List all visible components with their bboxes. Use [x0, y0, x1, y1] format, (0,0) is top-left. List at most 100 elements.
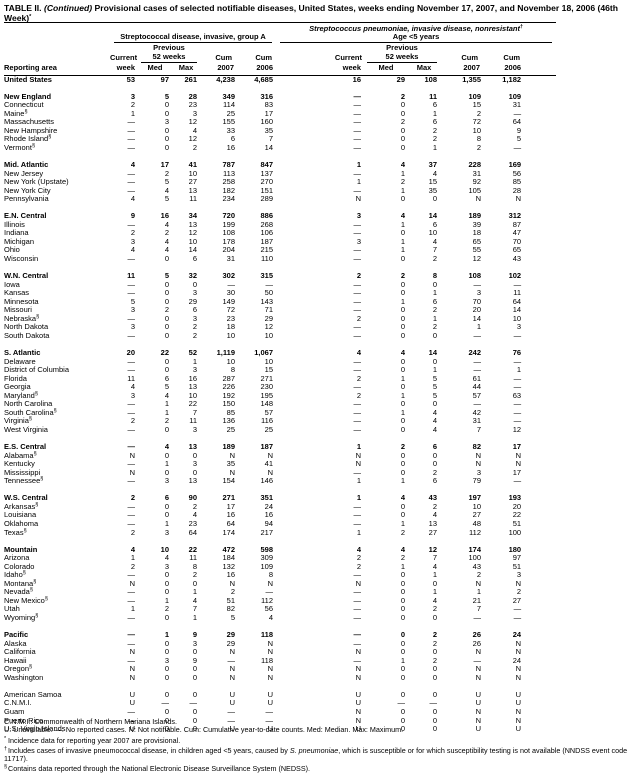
title-text: TABLE II. — [4, 3, 44, 13]
value-cell: 302 — [222, 271, 235, 281]
value-cell: U — [355, 689, 362, 699]
value-cell: 28 — [188, 91, 197, 101]
value-cell: 0 — [164, 587, 169, 597]
area-name: New York City — [4, 185, 51, 195]
area-name: Mountain — [4, 544, 38, 554]
value-cell: 16 — [352, 74, 362, 84]
value-cell: 0 — [164, 254, 169, 264]
value-cell: 50 — [264, 288, 274, 298]
value-cell: U — [475, 689, 482, 699]
value-cell: — — [127, 510, 136, 520]
value-cell: — — [353, 630, 362, 640]
value-cell: — — [353, 638, 362, 648]
value-cell: 10 — [472, 125, 482, 135]
area-cell: Massachusetts — [4, 118, 110, 127]
value-cell: 351 — [260, 493, 274, 503]
area-name: Louisiana — [4, 510, 37, 520]
value-cell: N — [475, 647, 482, 657]
value-cell: 22 — [188, 544, 197, 554]
value-cell: N — [267, 664, 274, 674]
value-cell: 15 — [264, 365, 274, 375]
area-name: Wisconsin — [4, 254, 39, 264]
value-cell: 0 — [164, 279, 169, 289]
area-name: W.N. Central — [4, 271, 49, 281]
value-cell: 1 — [356, 442, 362, 452]
area-name: U.S. Virgin Islands — [4, 724, 66, 734]
value-cell: 1 — [400, 185, 406, 195]
value-cell: 148 — [260, 399, 274, 409]
value-cell: 2 — [432, 467, 438, 477]
value-cell: U — [515, 724, 522, 734]
value-cell: — — [127, 518, 136, 528]
area-row: Idaho§ — 0 2 16 8 — 0 1 2 3 — [4, 570, 556, 580]
value-cell: 7 — [192, 604, 197, 614]
area-cell: W.S. Central — [4, 494, 110, 503]
area-cell: Mountain — [4, 544, 110, 555]
region-row: W.S. Central 2 6 90 271 351 1 4 43 197 193 — [4, 494, 556, 503]
value-cell: 13 — [428, 518, 438, 528]
value-cell: N — [475, 578, 482, 588]
area-row: American Samoa U 0 0 U U U 0 0 U U — [4, 689, 556, 700]
value-cell: 1 — [432, 365, 438, 375]
value-cell: 258 — [222, 177, 235, 187]
value-cell: 2 — [356, 373, 362, 383]
value-cell: 14 — [264, 142, 274, 152]
area-row: Louisiana — 0 4 16 16 — 0 4 27 22 — [4, 511, 556, 520]
value-cell: 2 — [400, 442, 406, 452]
value-cell: — — [353, 219, 362, 229]
value-cell: 720 — [222, 211, 235, 221]
value-cell: — — [353, 407, 362, 417]
area-cell: Florida — [4, 374, 110, 384]
value-cell: N — [355, 647, 362, 657]
value-cell: 30 — [226, 288, 235, 298]
value-cell: 41 — [188, 160, 197, 170]
area-row: Nebraska§ — 0 3 23 29 2 0 1 14 10 — [4, 313, 556, 324]
value-cell: 1 — [164, 399, 169, 409]
value-cell: U — [475, 724, 482, 734]
value-cell: 1 — [432, 587, 438, 597]
value-cell: 2 — [400, 177, 406, 187]
value-cell: — — [513, 604, 522, 614]
value-cell: 4 — [400, 493, 406, 503]
value-cell: 0 — [164, 724, 169, 734]
value-cell: 16 — [264, 510, 274, 520]
area-name: Arizona — [4, 553, 30, 563]
value-cell: N — [355, 459, 362, 469]
value-cell: U — [515, 698, 522, 708]
value-cell: 1 — [432, 313, 438, 323]
value-cell: 0 — [164, 322, 169, 332]
area-name: Oregon — [4, 664, 30, 674]
value-cell: N — [229, 578, 235, 588]
value-cell: 28 — [512, 185, 522, 195]
value-cell: 3 — [192, 108, 197, 118]
value-cell: 1 — [192, 356, 197, 366]
value-cell: 1 — [476, 587, 482, 597]
value-cell: 149 — [222, 296, 235, 306]
value-cell: 10 — [472, 501, 482, 511]
value-cell: 56 — [512, 168, 522, 178]
value-cell: 0 — [400, 664, 406, 674]
value-cell: — — [353, 254, 362, 264]
value-cell: N — [267, 578, 274, 588]
value-cell: 0 — [400, 647, 406, 657]
value-cell: — — [127, 134, 136, 144]
area-row: Delaware — 0 1 10 10 — 0 0 — — — [4, 356, 556, 367]
value-cell: 12 — [188, 228, 197, 238]
value-cell: — — [353, 467, 362, 477]
area-note: § — [33, 450, 37, 457]
region-row: E.N. Central 9 16 34 720 886 3 4 14 189 312 — [4, 212, 556, 221]
value-cell: 187 — [260, 236, 274, 246]
value-cell: 1,067 — [254, 348, 274, 358]
area-row: Michigan 3 4 10 178 187 3 1 4 65 70 — [4, 236, 556, 247]
value-cell: 4 — [400, 544, 406, 554]
area-name: California — [4, 647, 36, 657]
area-cell: Mississippi — [4, 468, 110, 478]
area-name: Nebraska — [4, 313, 37, 323]
area-name: New York (Upstate) — [4, 177, 69, 187]
value-cell: 2 — [476, 570, 482, 580]
value-cell: 1,119 — [216, 348, 235, 358]
area-cell: Illinois — [4, 220, 110, 230]
value-cell: 2 — [192, 142, 197, 152]
area-note: § — [36, 313, 40, 320]
value-cell: 0 — [400, 459, 406, 469]
